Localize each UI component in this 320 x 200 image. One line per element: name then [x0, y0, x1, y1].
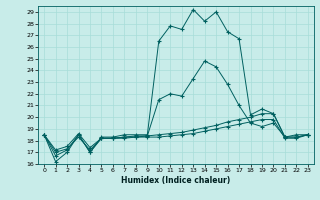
X-axis label: Humidex (Indice chaleur): Humidex (Indice chaleur) [121, 176, 231, 185]
